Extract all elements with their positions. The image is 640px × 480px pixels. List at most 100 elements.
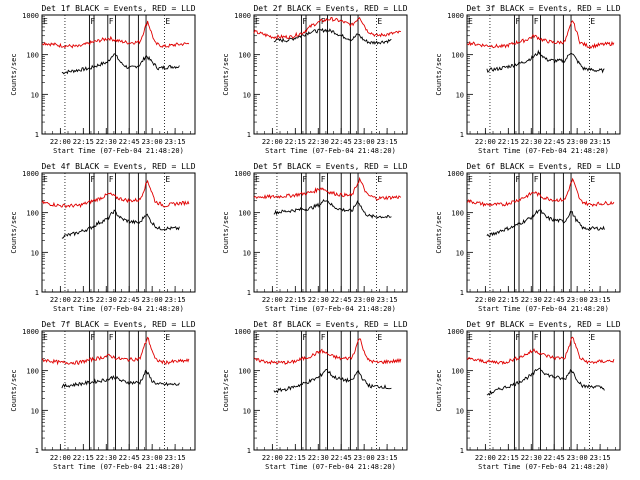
plot-frame <box>41 172 196 293</box>
flag-label: F <box>321 175 326 184</box>
y-tick-label: 100 <box>26 52 39 60</box>
y-axis-label: Counts/sec <box>10 211 18 253</box>
chart-title: Det 1f BLACK = Events, RED = LLD <box>41 4 195 13</box>
flag-label: E <box>590 17 595 26</box>
flag-label: F <box>109 175 114 184</box>
y-tick-label: 100 <box>451 52 464 60</box>
x-tick-label: 22:15 <box>73 138 94 146</box>
flag-label: E <box>377 175 382 184</box>
flag-label: E <box>165 333 170 342</box>
x-tick-label: 23:15 <box>590 454 611 462</box>
chart-panel: Det 7f BLACK = Events, RED = LLD 1 10 100 10… <box>10 320 196 471</box>
flag-label: F <box>515 175 520 184</box>
x-tick-label: 23:15 <box>165 296 186 304</box>
lld-series-line <box>466 336 615 365</box>
x-tick-label: 23:00 <box>142 138 163 146</box>
x-axis-label: Start Time (07-Feb-04 21:48:20) <box>478 305 609 313</box>
x-axis-label: Start Time (07-Feb-04 21:48:20) <box>53 305 184 313</box>
x-tick-label: 22:30 <box>96 454 117 462</box>
x-tick-label: 23:15 <box>165 138 186 146</box>
chart-title: Det 7f BLACK = Events, RED = LLD <box>41 320 195 329</box>
flag-label: E <box>590 175 595 184</box>
flag-label: F <box>90 175 95 184</box>
x-tick-label: 22:45 <box>119 296 140 304</box>
flag-label: F <box>109 17 114 26</box>
x-tick-label: 22:45 <box>331 296 352 304</box>
y-tick-label: 1 <box>460 289 464 297</box>
x-tick-label: 23:00 <box>142 296 163 304</box>
plot-frame <box>253 172 408 293</box>
y-tick-label: 1000 <box>447 170 464 178</box>
events-series-line <box>273 27 392 45</box>
y-tick-label: 1 <box>247 447 251 455</box>
plot-frame <box>253 14 408 135</box>
x-tick-label: 23:00 <box>354 138 375 146</box>
x-tick-label: 23:15 <box>590 138 611 146</box>
flag-label: F <box>321 333 326 342</box>
x-tick-label: 22:30 <box>521 296 542 304</box>
x-tick-label: 23:15 <box>165 454 186 462</box>
x-tick-label: 23:00 <box>567 138 588 146</box>
y-tick-label: 10 <box>31 249 39 257</box>
x-axis-label: Start Time (07-Feb-04 21:48:20) <box>265 305 396 313</box>
x-tick-label: 22:15 <box>73 454 94 462</box>
x-tick-label: 22:00 <box>50 138 71 146</box>
x-tick-label: 23:00 <box>567 454 588 462</box>
x-tick-label: 23:15 <box>377 296 398 304</box>
plot-frame <box>41 330 196 451</box>
flag-label: F <box>534 17 539 26</box>
chart-title: Det 9f BLACK = Events, RED = LLD <box>466 320 620 329</box>
x-tick-label: 22:00 <box>475 296 496 304</box>
chart-title: Det 8f BLACK = Events, RED = LLD <box>253 320 407 329</box>
x-tick-label: 22:30 <box>308 454 329 462</box>
chart-panel: Det 2f BLACK = Events, RED = LLD 1 10 100 10… <box>222 4 408 155</box>
flag-label: E <box>43 17 48 26</box>
lld-series-line <box>253 338 402 366</box>
chart-title: Det 2f BLACK = Events, RED = LLD <box>253 4 407 13</box>
y-tick-label: 10 <box>243 407 251 415</box>
y-tick-label: 10 <box>243 249 251 257</box>
x-tick-label: 22:30 <box>308 138 329 146</box>
plot-frame <box>253 330 408 451</box>
x-tick-label: 22:15 <box>73 296 94 304</box>
events-series-line <box>273 368 392 394</box>
lld-series-line <box>466 20 615 50</box>
x-tick-label: 22:00 <box>262 296 283 304</box>
y-axis-label: Counts/sec <box>222 369 230 411</box>
flag-label: E <box>255 175 260 184</box>
chart-panel: Det 9f BLACK = Events, RED = LLD 1 10 100 10… <box>435 320 621 471</box>
flag-label: E <box>377 17 382 26</box>
x-tick-label: 23:15 <box>377 138 398 146</box>
flag-label: E <box>43 175 48 184</box>
x-tick-label: 23:00 <box>354 296 375 304</box>
x-tick-label: 22:45 <box>119 138 140 146</box>
y-axis-label: Counts/sec <box>10 53 18 95</box>
events-series-line <box>486 209 605 238</box>
y-tick-label: 1000 <box>234 170 251 178</box>
lld-series-line <box>41 179 190 209</box>
y-tick-label: 100 <box>26 210 39 218</box>
x-tick-label: 22:30 <box>308 296 329 304</box>
x-tick-label: 22:15 <box>498 296 519 304</box>
x-axis-label: Start Time (07-Feb-04 21:48:20) <box>478 147 609 155</box>
y-tick-label: 10 <box>31 407 39 415</box>
chart-panel: Det 4f BLACK = Events, RED = LLD 1 10 100 10… <box>10 162 196 313</box>
chart-panel: Det 5f BLACK = Events, RED = LLD 1 10 100 10… <box>222 162 408 313</box>
flag-label: F <box>302 17 307 26</box>
chart-title: Det 6f BLACK = Events, RED = LLD <box>466 162 620 171</box>
x-tick-label: 22:15 <box>285 454 306 462</box>
y-tick-label: 100 <box>238 52 251 60</box>
flag-label: F <box>302 333 307 342</box>
chart-title: Det 3f BLACK = Events, RED = LLD <box>466 4 620 13</box>
events-series-line <box>486 49 605 74</box>
flag-label: F <box>109 333 114 342</box>
flag-label: E <box>377 333 382 342</box>
flag-label: E <box>165 17 170 26</box>
lld-series-line <box>253 16 401 40</box>
x-tick-label: 22:45 <box>119 454 140 462</box>
flag-label: F <box>534 333 539 342</box>
y-tick-label: 100 <box>451 368 464 376</box>
y-tick-label: 100 <box>238 210 251 218</box>
x-tick-label: 22:30 <box>521 454 542 462</box>
